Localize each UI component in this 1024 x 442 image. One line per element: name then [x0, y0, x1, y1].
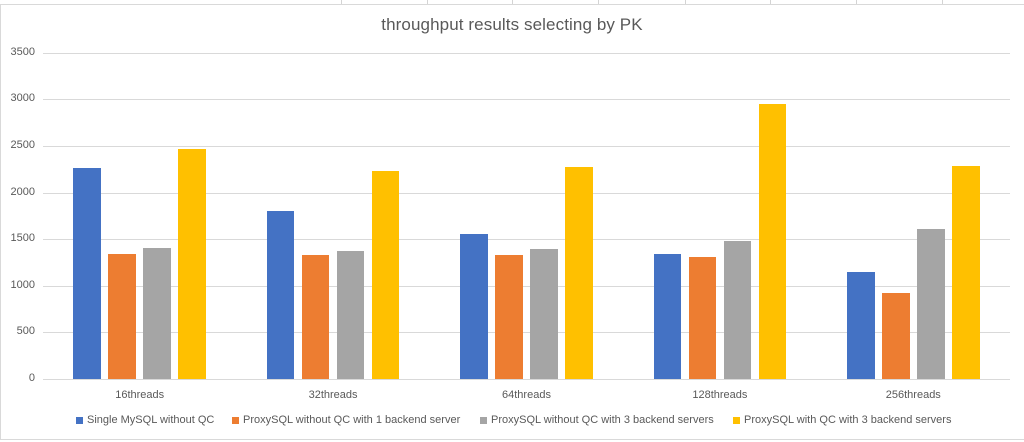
y-axis-tick-label: 500 — [16, 325, 35, 338]
bar-64threads-series-4[interactable] — [565, 167, 593, 379]
x-axis-category-label: 256threads — [885, 388, 941, 401]
bar-128threads-series-4[interactable] — [758, 103, 787, 379]
y-axis-tick-label: 0 — [28, 371, 35, 384]
sheet-column-divider — [856, 0, 857, 4]
legend-swatch-icon — [480, 416, 487, 424]
bar-16threads-series-1[interactable] — [73, 168, 101, 379]
legend-label: ProxySQL with QC with 3 backend servers — [744, 414, 952, 426]
gridline — [43, 332, 1010, 334]
y-axis-tick-label: 1500 — [10, 232, 35, 245]
bar-32threads-series-4[interactable] — [371, 171, 400, 379]
legend-swatch-icon — [76, 416, 83, 424]
y-axis-tick-label: 3000 — [10, 92, 35, 105]
bar-128threads-series-2[interactable] — [688, 256, 717, 379]
y-axis-tick-label: 1000 — [10, 278, 35, 291]
bar-32threads-series-3[interactable] — [336, 251, 365, 379]
sheet-column-divider — [685, 0, 686, 4]
legend-item[interactable]: ProxySQL without QC with 1 backend serve… — [232, 414, 460, 426]
sheet-column-divider — [942, 0, 943, 4]
gridline — [43, 145, 1010, 147]
bar-64threads-series-1[interactable] — [460, 234, 488, 379]
bar-256threads-series-2[interactable] — [882, 292, 910, 379]
gridline — [43, 192, 1010, 194]
legend-swatch-icon — [733, 416, 740, 424]
bar-128threads-series-3[interactable] — [723, 241, 752, 379]
bar-64threads-series-2[interactable] — [495, 254, 523, 379]
chart-title[interactable]: throughput results selecting by PK — [381, 15, 643, 34]
bar-16threads-series-4[interactable] — [178, 148, 206, 379]
sheet-column-divider — [598, 0, 599, 4]
x-axis-category-label: 128threads — [692, 388, 748, 401]
gridline — [43, 99, 1010, 101]
x-axis-category-label: 64threads — [502, 388, 551, 401]
legend-label: ProxySQL without QC with 3 backend serve… — [491, 414, 714, 426]
legend-item[interactable]: ProxySQL with QC with 3 backend servers — [733, 414, 951, 426]
plot-area[interactable]: 0 500 1000 1500 2000 2500 3000 3500 16threads 32t… — [11, 46, 1010, 401]
legend-label: Single MySQL without QC — [87, 414, 215, 426]
bar-16threads-series-2[interactable] — [108, 254, 136, 379]
x-axis-baseline — [43, 378, 1010, 380]
x-axis-category-label: 16threads — [115, 388, 165, 401]
sheet-column-divider — [341, 0, 342, 4]
y-axis-tick-label: 2000 — [10, 185, 35, 198]
bar-256threads-series-3[interactable] — [917, 229, 945, 379]
bar-16threads-series-3[interactable] — [143, 248, 171, 379]
sheet-column-divider — [427, 0, 428, 4]
legend-label: ProxySQL without QC with 1 backend serve… — [243, 414, 461, 426]
bar-32threads-series-2[interactable] — [301, 255, 330, 379]
bar-256threads-series-4[interactable] — [952, 165, 980, 379]
legend-item[interactable]: ProxySQL without QC with 3 backend serve… — [480, 414, 714, 426]
sheet-column-divider — [770, 0, 771, 4]
gridline — [43, 239, 1010, 241]
bar-256threads-series-1[interactable] — [847, 271, 875, 379]
y-axis-tick-label: 2500 — [10, 138, 35, 151]
gridline — [43, 52, 1010, 54]
x-axis-category-label: 32threads — [308, 388, 358, 401]
sheet-column-divider — [512, 0, 513, 4]
legend-item[interactable]: Single MySQL without QC — [76, 414, 214, 426]
bar-128threads-series-1[interactable] — [653, 254, 682, 379]
legend-swatch-icon — [232, 416, 239, 424]
gridline — [43, 285, 1010, 287]
bar-64threads-series-3[interactable] — [530, 248, 558, 379]
y-axis-tick-label: 3500 — [10, 45, 35, 58]
chart-legend[interactable]: Single MySQL without QC ProxySQL without … — [0, 414, 1024, 430]
bar-32threads-series-1[interactable] — [266, 211, 295, 379]
